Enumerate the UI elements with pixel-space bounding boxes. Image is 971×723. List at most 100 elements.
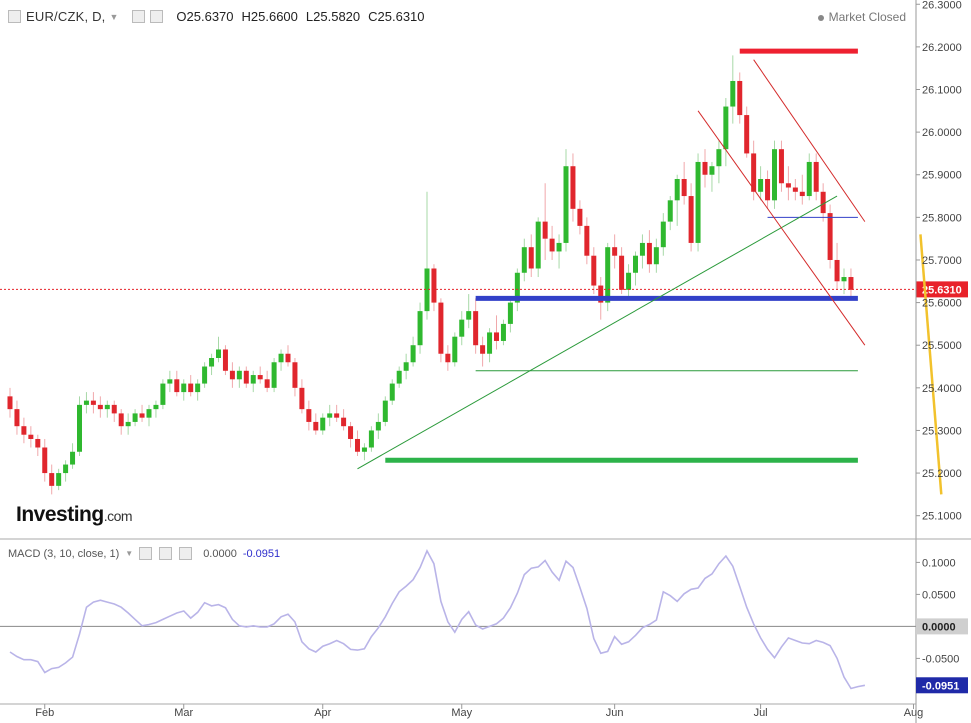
candle-body: [70, 451, 76, 465]
logo-suffix: .com: [103, 508, 133, 524]
candle-body: [188, 383, 194, 393]
close-icon[interactable]: [179, 547, 193, 560]
candle-body: [375, 421, 381, 431]
candle-body: [681, 179, 687, 197]
candle-body: [306, 409, 312, 422]
price-tick-label: 25.8000: [922, 212, 962, 224]
candle-body: [653, 247, 659, 265]
candle-body: [591, 255, 597, 286]
candle-body: [56, 473, 62, 486]
candle-body: [445, 353, 451, 363]
candle-body: [660, 221, 666, 248]
candle-body: [396, 370, 402, 384]
macd-value-1: 0.0000: [203, 547, 237, 560]
gear-icon[interactable]: [159, 547, 173, 560]
candle-body: [751, 153, 757, 192]
ohlc-values: O25.6370 H25.6600 L25.5820 C25.6310: [176, 9, 424, 24]
gear-icon[interactable]: [150, 10, 164, 23]
candle-body: [257, 375, 263, 380]
candle-body: [452, 336, 458, 363]
chevron-down-icon[interactable]: ▼: [109, 11, 119, 22]
candle-body: [424, 268, 430, 312]
candle-body: [570, 166, 576, 209]
candle-body: [542, 221, 548, 239]
candle-body: [480, 345, 486, 354]
annotation-line: [357, 195, 838, 470]
price-tick-label: 26.0000: [922, 127, 962, 139]
macd-label[interactable]: MACD (3, 10, close, 1): [8, 547, 120, 560]
candle-body: [410, 345, 416, 363]
candle-body: [438, 302, 444, 354]
chevron-down-icon[interactable]: ▼: [125, 549, 134, 558]
candle-body: [243, 370, 249, 384]
investing-logo: Investing.com: [16, 503, 133, 527]
time-tick-label: May: [451, 707, 472, 719]
candle-body: [521, 247, 527, 273]
time-tick-label: Jun: [606, 707, 624, 719]
candle-body: [549, 238, 555, 252]
candle-body: [195, 383, 201, 393]
candle-body: [688, 196, 694, 243]
time-tick-label: Apr: [314, 707, 331, 719]
candle-body: [209, 358, 215, 367]
candle-body: [104, 404, 110, 410]
candle-body: [28, 434, 34, 439]
candle-body: [792, 187, 798, 192]
macd-last-label: -0.0951: [922, 680, 959, 692]
candle-body: [848, 277, 854, 290]
candle-body: [528, 247, 534, 269]
candle-body: [500, 323, 506, 341]
low-value: L25.5820: [305, 9, 361, 24]
candle-body: [646, 242, 652, 265]
price-tick-label: 25.4000: [922, 383, 962, 395]
candle-body: [758, 179, 764, 192]
candle-body: [348, 426, 354, 439]
price-tick-label: 26.1000: [922, 85, 962, 97]
candle-body: [292, 362, 298, 388]
candle-body: [716, 149, 722, 167]
candle-body: [139, 413, 145, 418]
symbol-label[interactable]: EUR/CZK, D,: [26, 9, 106, 24]
price-tick-label: 25.2000: [922, 468, 962, 480]
candle-body: [7, 396, 13, 410]
candle-body: [63, 464, 69, 474]
price-tick-label: 25.1000: [922, 511, 962, 523]
eye-icon[interactable]: [139, 547, 153, 560]
candle-body: [667, 200, 673, 222]
candle-body: [556, 242, 562, 252]
candle-body: [431, 268, 437, 303]
candle-body: [598, 285, 604, 303]
candle-body: [695, 161, 701, 243]
candle-body: [118, 413, 124, 427]
candle-body: [834, 259, 840, 282]
candle-body: [42, 447, 48, 474]
collapse-icon[interactable]: [8, 10, 21, 23]
price-tick-label: 25.5000: [922, 340, 962, 352]
price-tick-label: 25.9000: [922, 170, 962, 182]
candle-body: [271, 362, 277, 388]
macd-zero-label: 0.0000: [922, 621, 956, 633]
time-tick-label: Mar: [174, 707, 193, 719]
candle-body: [785, 183, 791, 188]
candle-body: [181, 383, 187, 393]
annotation-line: [697, 110, 866, 346]
price-tick-label: 26.2000: [922, 42, 962, 54]
candle-body: [730, 80, 736, 107]
candle-body: [361, 447, 367, 452]
annotations: 25.6310: [0, 48, 968, 495]
last-price-label: 25.6310: [922, 284, 962, 296]
eye-icon[interactable]: [132, 10, 146, 23]
candle-body: [229, 370, 235, 380]
macd-value-2: -0.0951: [242, 547, 281, 560]
time-tick-label: Jul: [754, 707, 768, 719]
candle-body: [14, 409, 20, 427]
candle-body: [626, 272, 632, 290]
candle-body: [77, 404, 82, 452]
logo-main: Investing: [16, 503, 104, 526]
candle-body: [813, 161, 819, 192]
candle-body: [806, 161, 812, 197]
candle-body: [514, 272, 520, 303]
